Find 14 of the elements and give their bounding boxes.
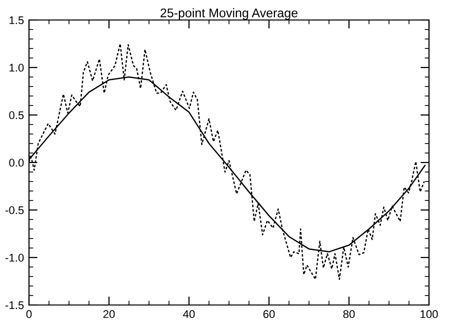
x-tick-label: 0	[26, 310, 32, 318]
x-tick-label: 20	[103, 310, 115, 318]
x-tick-label: 40	[183, 310, 195, 318]
y-tick-label: 0.5	[9, 111, 24, 120]
x-tick-label: 60	[263, 310, 275, 318]
y-tick-label: 1.5	[10, 16, 24, 24]
x-tick-label: 80	[343, 310, 355, 318]
y-tick-label: 1.0	[10, 64, 24, 72]
x-tick-label: 100	[420, 310, 438, 318]
y-tick-label: -1.0	[5, 254, 24, 262]
y-tick-label: 0.0	[9, 158, 24, 167]
y-tick-label: -1.5	[5, 301, 24, 310]
chart-title: 25-point Moving Average	[160, 8, 298, 20]
y-tick-label: -0.5	[5, 206, 24, 214]
